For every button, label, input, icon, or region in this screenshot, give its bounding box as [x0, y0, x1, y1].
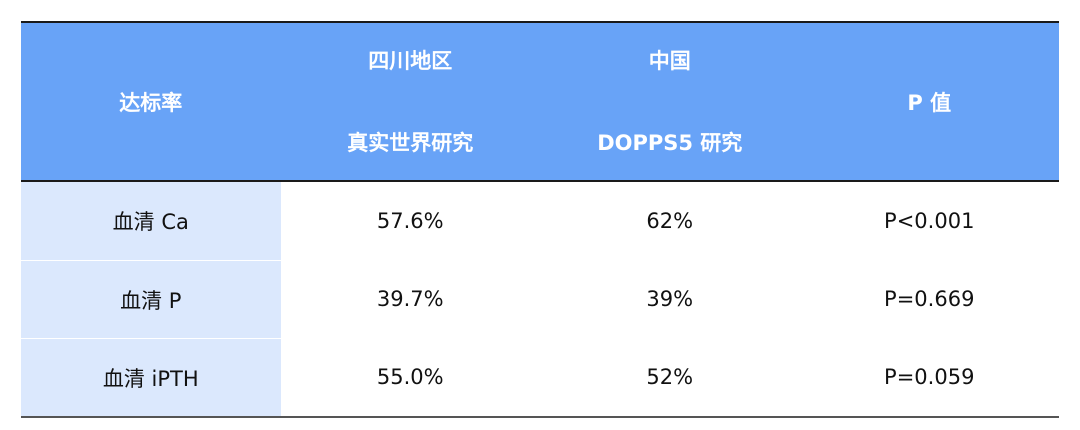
header-sichuan-line2: 真实世界研究	[347, 131, 474, 155]
header-cell-sichuan: 四川地区 真实世界研究	[281, 23, 541, 180]
sichuan-value: 55.0%	[376, 365, 444, 389]
header-dopps-line2: DOPPS5 研究	[597, 131, 743, 155]
header-cell-p: P 值	[800, 23, 1060, 180]
sichuan-value: 39.7%	[376, 287, 444, 311]
row-label: 血清 iPTH	[21, 338, 281, 416]
table-header: 达标率 四川地区 真实世界研究 中国 DOPPS5 研究 P 值	[21, 21, 1059, 182]
dopps-value: 39%	[646, 287, 694, 311]
comparison-table: 达标率 四川地区 真实世界研究 中国 DOPPS5 研究 P 值 血清 Ca 5…	[21, 21, 1059, 418]
table-row: 血清 Ca 57.6% 62% P<0.001	[21, 182, 1059, 260]
table-row: 血清 iPTH 55.0% 52% P=0.059	[21, 338, 1059, 418]
p-value: P=0.669	[884, 287, 975, 311]
table-row: 血清 P 39.7% 39% P=0.669	[21, 260, 1059, 338]
dopps-value: 62%	[646, 209, 694, 233]
p-value: P<0.001	[884, 209, 975, 233]
row-label: 血清 Ca	[21, 182, 281, 260]
header-cell-rate: 达标率	[21, 23, 281, 180]
header-dopps-line1: 中国	[648, 49, 691, 73]
header-rate-label: 达标率	[119, 90, 183, 115]
row-label: 血清 P	[21, 260, 281, 338]
header-sichuan-line1: 四川地区	[368, 49, 453, 73]
header-p-label: P 值	[907, 90, 952, 115]
header-cell-dopps: 中国 DOPPS5 研究	[540, 23, 800, 180]
p-value: P=0.059	[884, 365, 975, 389]
dopps-value: 52%	[646, 365, 694, 389]
sichuan-value: 57.6%	[376, 209, 444, 233]
